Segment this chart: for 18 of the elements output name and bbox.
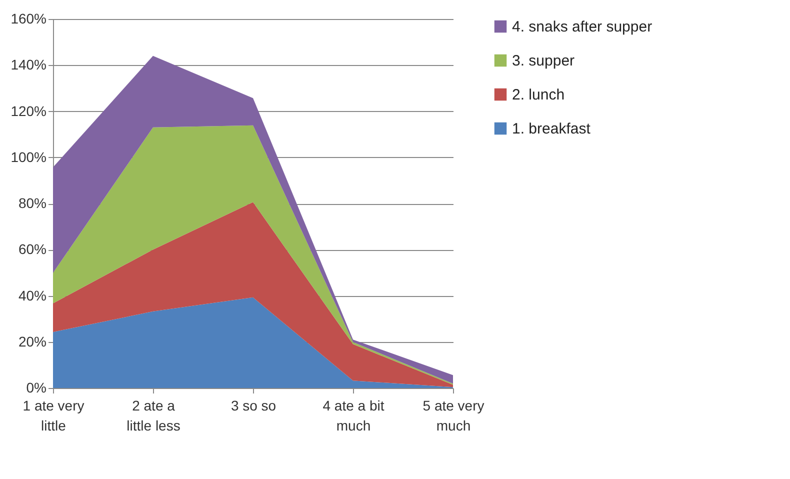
- y-tick-label: 80%: [18, 195, 46, 211]
- legend-label: 4. snaks after supper: [512, 18, 652, 36]
- x-tick-label: 1 ate very little: [22, 398, 84, 434]
- y-tick-label: 60%: [18, 241, 46, 258]
- y-tick-label: 140%: [10, 56, 46, 73]
- y-tick-label: 100%: [10, 148, 46, 165]
- x-tick-label: 5 ate very much: [422, 398, 484, 434]
- y-tick-label: 40%: [18, 287, 46, 304]
- y-tick-label: 120%: [10, 102, 46, 119]
- legend-label: 1. breakfast: [512, 120, 592, 138]
- y-tick-label: 20%: [18, 333, 46, 350]
- x-tick-label: 2 ate a little less: [126, 398, 180, 434]
- x-tick-label: 3 so so: [230, 398, 276, 414]
- legend-label: 2. lunch: [512, 86, 565, 104]
- y-tick-label: 160%: [10, 10, 46, 26]
- legend-label: 3. supper: [512, 52, 575, 70]
- x-tick-label: 4 ate a bit much: [322, 398, 384, 434]
- y-tick-label: 0%: [26, 380, 46, 396]
